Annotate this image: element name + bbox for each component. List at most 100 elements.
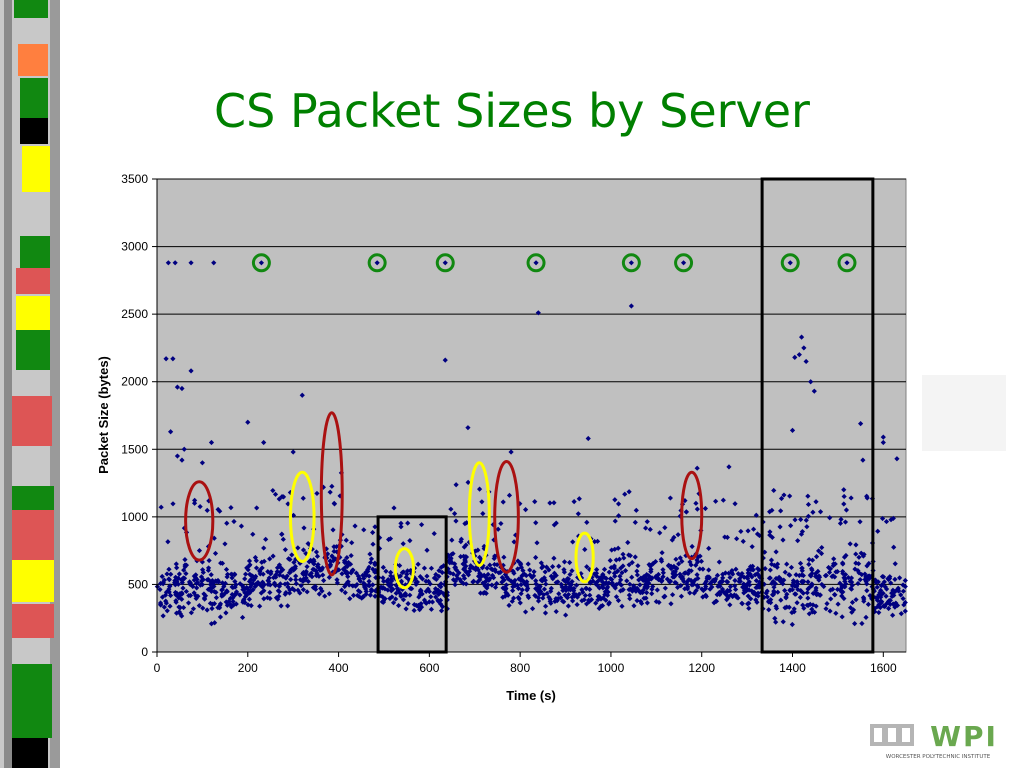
data-point xyxy=(389,576,395,582)
data-point xyxy=(810,609,816,615)
data-point xyxy=(733,586,739,593)
data-point xyxy=(798,531,805,537)
data-point xyxy=(174,453,181,459)
data-point xyxy=(248,603,254,609)
data-point xyxy=(500,585,506,591)
data-point xyxy=(228,505,234,511)
data-point xyxy=(813,585,819,591)
data-point xyxy=(626,592,632,598)
data-point xyxy=(220,592,226,598)
data-point xyxy=(503,582,509,588)
data-point xyxy=(680,260,687,266)
y-tick-label: 3000 xyxy=(121,240,148,254)
data-point xyxy=(301,525,307,531)
data-point xyxy=(407,585,413,592)
data-point xyxy=(853,542,859,548)
data-point xyxy=(428,606,435,612)
data-point xyxy=(819,544,825,551)
data-point xyxy=(367,551,373,557)
data-point xyxy=(542,569,548,575)
data-point xyxy=(367,592,374,598)
data-point xyxy=(649,586,655,592)
data-point xyxy=(418,591,424,597)
data-point xyxy=(218,560,224,566)
data-point xyxy=(232,578,238,585)
data-point xyxy=(803,358,809,365)
data-point xyxy=(879,515,886,522)
data-point xyxy=(784,604,790,610)
data-point xyxy=(161,604,167,610)
data-point xyxy=(340,566,346,572)
data-point xyxy=(732,577,738,584)
data-point xyxy=(452,511,458,517)
data-point xyxy=(316,565,322,571)
data-point xyxy=(669,592,676,598)
data-point xyxy=(641,595,647,601)
data-point xyxy=(593,570,600,576)
data-point xyxy=(711,600,717,606)
data-point xyxy=(622,568,629,574)
data-point xyxy=(570,539,576,545)
data-point xyxy=(547,598,553,604)
data-point xyxy=(300,571,307,577)
data-point xyxy=(310,585,317,591)
data-point xyxy=(831,556,837,562)
data-point xyxy=(257,603,263,609)
data-point xyxy=(206,557,212,564)
data-point xyxy=(862,576,868,583)
data-point xyxy=(853,560,859,566)
data-point xyxy=(792,591,798,597)
data-point xyxy=(881,579,887,585)
data-point xyxy=(546,594,552,600)
data-point xyxy=(576,533,582,539)
data-point xyxy=(277,581,283,587)
data-point xyxy=(804,590,810,596)
data-point xyxy=(303,568,309,575)
yellow-ellipse-annotation xyxy=(574,531,595,584)
data-point xyxy=(593,600,599,606)
data-point xyxy=(166,586,172,592)
data-point xyxy=(602,589,608,595)
data-point xyxy=(494,580,500,587)
data-point xyxy=(196,603,202,609)
data-point xyxy=(805,602,811,608)
data-point xyxy=(404,571,410,577)
data-point xyxy=(538,560,544,566)
data-point xyxy=(609,576,615,583)
data-point xyxy=(433,586,439,593)
data-point xyxy=(797,560,804,566)
data-point xyxy=(643,577,649,583)
data-point xyxy=(792,517,798,523)
data-point xyxy=(382,586,388,592)
data-point xyxy=(658,577,664,583)
data-point xyxy=(275,588,281,594)
data-point xyxy=(884,600,890,607)
data-point xyxy=(616,580,622,586)
data-point xyxy=(224,574,230,580)
data-point xyxy=(790,578,797,584)
data-point xyxy=(212,620,218,626)
data-point xyxy=(257,582,263,588)
data-point xyxy=(555,579,561,585)
data-point xyxy=(406,577,412,583)
data-point xyxy=(761,594,767,600)
data-point xyxy=(890,612,896,618)
data-point xyxy=(248,577,254,583)
data-point xyxy=(485,582,491,588)
data-point xyxy=(647,563,654,569)
data-point xyxy=(515,585,522,591)
data-point xyxy=(491,575,497,581)
data-point xyxy=(617,573,623,579)
data-point xyxy=(380,575,386,581)
data-point xyxy=(833,610,839,616)
data-point xyxy=(231,602,237,608)
data-point xyxy=(163,598,169,604)
data-point xyxy=(438,589,444,595)
data-point xyxy=(188,260,194,266)
data-point xyxy=(677,555,683,561)
data-point xyxy=(283,589,289,596)
data-point xyxy=(883,593,889,599)
data-point xyxy=(887,574,893,580)
data-point xyxy=(578,571,584,577)
data-point xyxy=(357,578,364,584)
